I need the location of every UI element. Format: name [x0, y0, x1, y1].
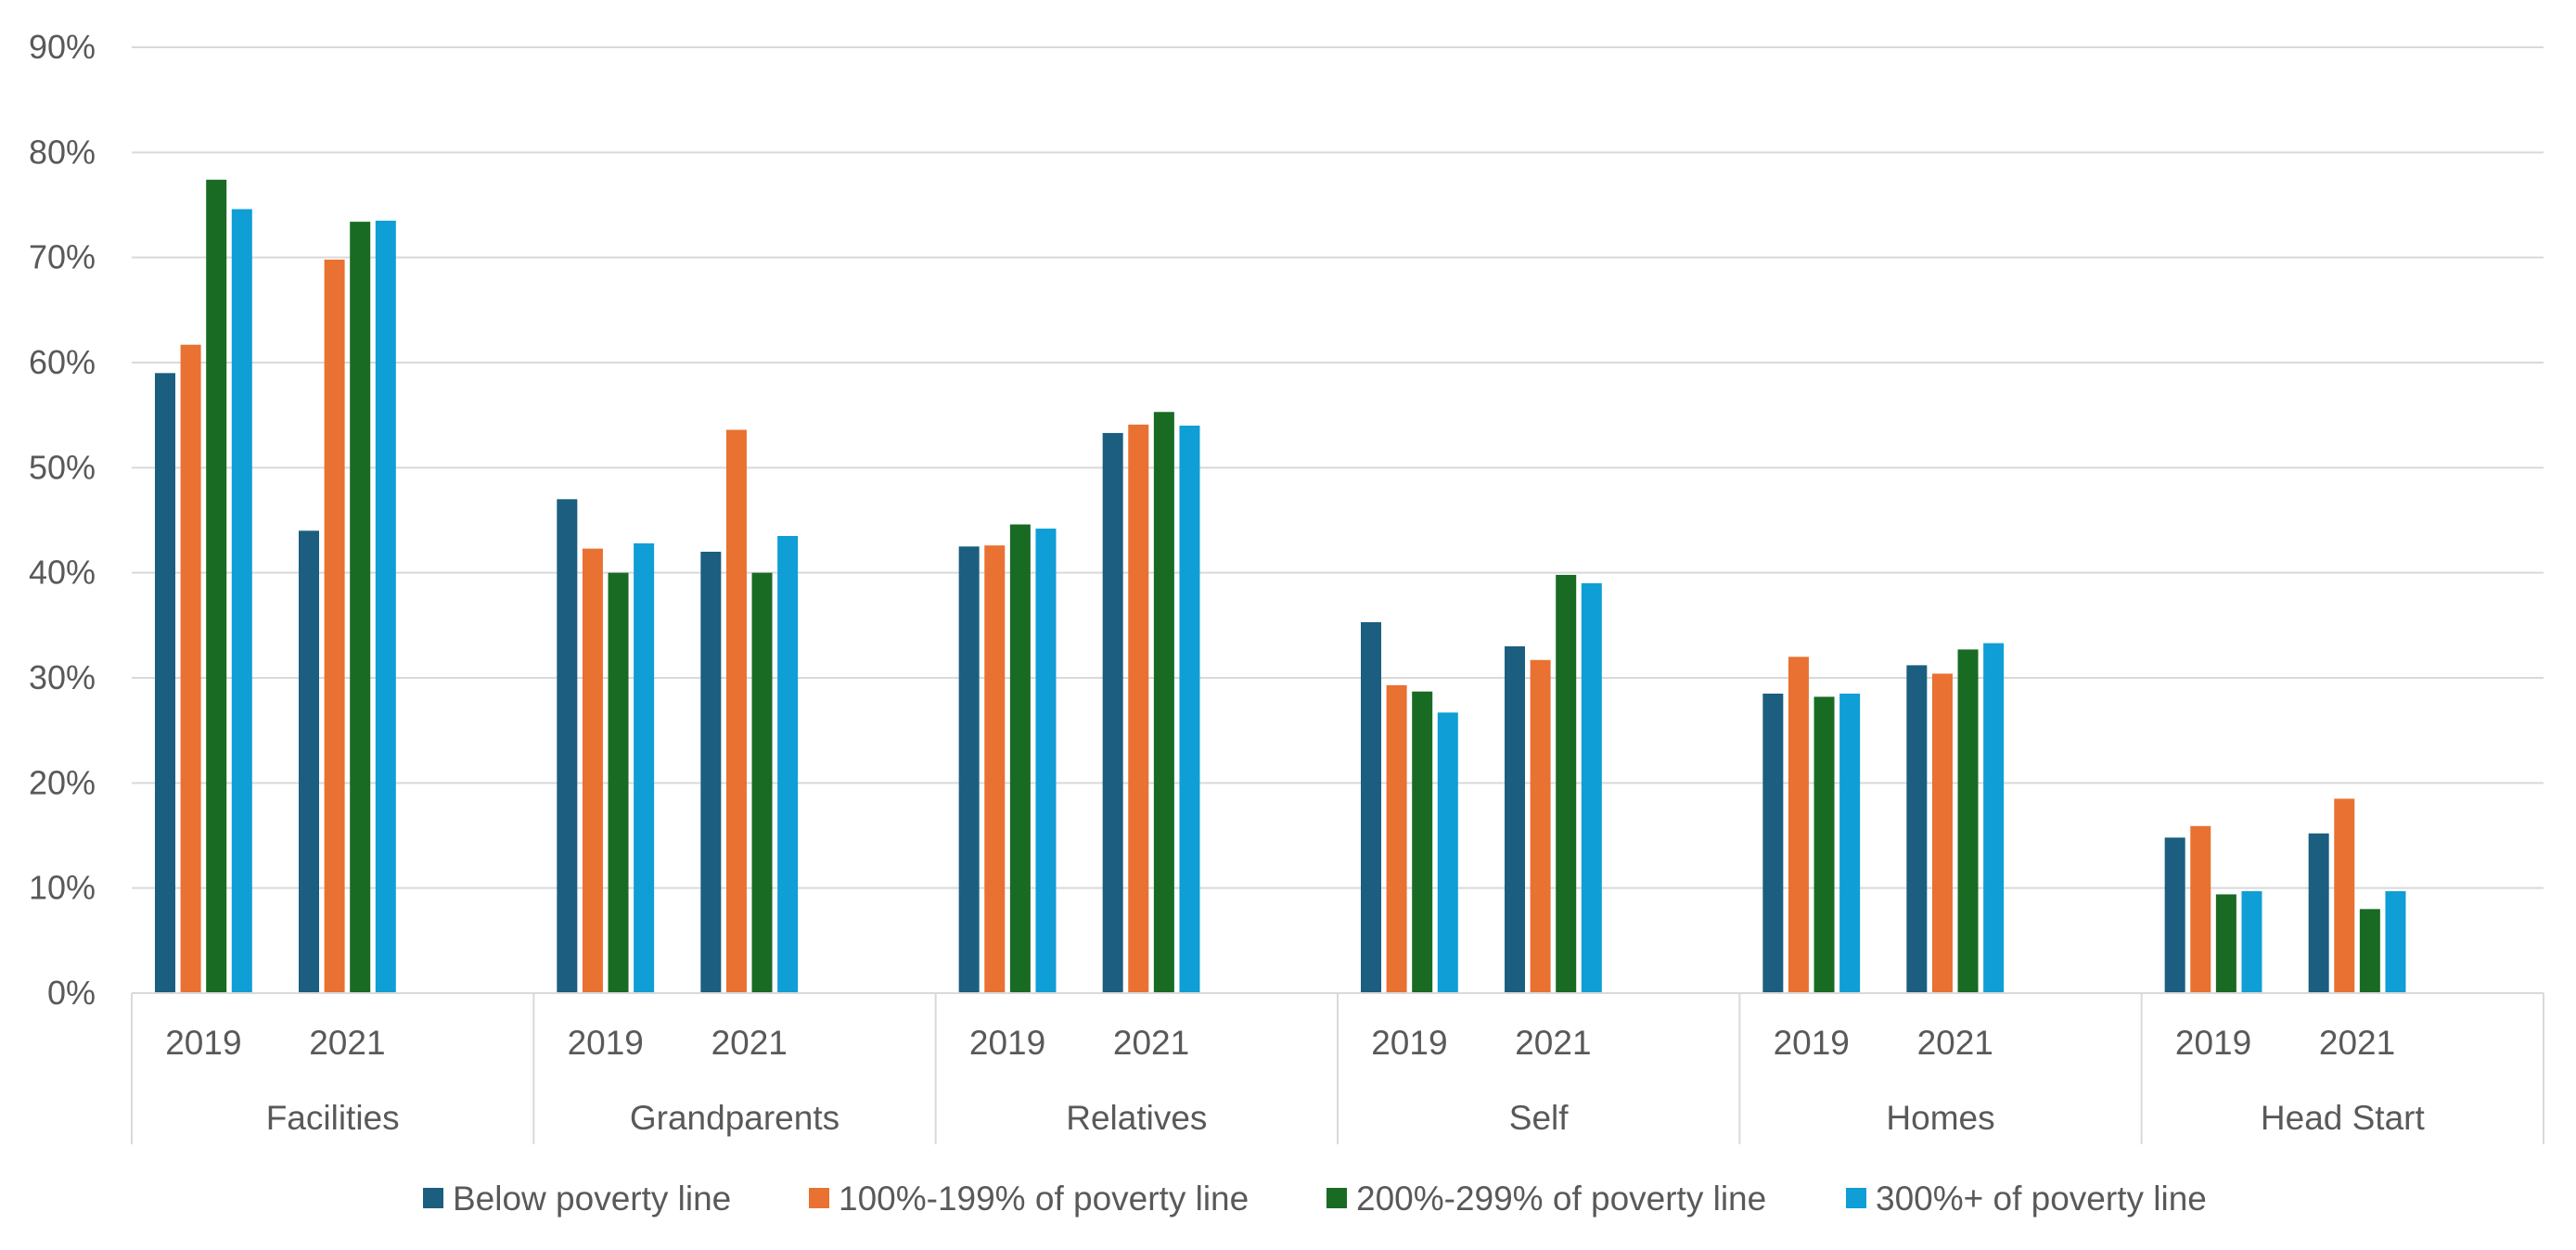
bar-homes-2019-series-1 — [1788, 657, 1809, 993]
bar-self-2021-series-2 — [1556, 574, 1577, 993]
x-group-label: Grandparents — [630, 1099, 839, 1137]
legend-label: 100%-199% of poverty line — [839, 1180, 1249, 1218]
bar-self-2019-series-0 — [1361, 621, 1381, 993]
bar-head-start-2019-series-0 — [2164, 837, 2185, 993]
y-tick-label: 60% — [29, 343, 96, 381]
bar-head-start-2021-series-2 — [2359, 909, 2380, 993]
bar-relatives-2021-series-2 — [1153, 412, 1174, 993]
y-axis: 0% 10% 20% 30% 40% 50% 60% 70% 80% 90% — [29, 28, 96, 1012]
y-tick-label: 70% — [29, 238, 96, 276]
bar-facilities-2021-series-2 — [350, 222, 371, 994]
bar-grandparents-2021-series-2 — [751, 572, 773, 993]
bar-grandparents-2021-series-3 — [777, 536, 799, 993]
bar-homes-2021-series-0 — [1906, 665, 1928, 993]
bar-grandparents-2019-series-1 — [582, 548, 603, 993]
bar-facilities-2019-series-0 — [155, 373, 175, 993]
bar-head-start-2019-series-2 — [2215, 894, 2236, 993]
bar-facilities-2021-series-0 — [299, 530, 319, 993]
y-tick-label: 90% — [29, 28, 96, 66]
bar-homes-2019-series-2 — [1813, 696, 1835, 993]
x-axis: 2019 2021 Facilities 2019 2021 Grandparents 20… — [131, 992, 2544, 1144]
y-tick-label: 30% — [29, 658, 96, 696]
bar-relatives-2021-series-1 — [1128, 424, 1149, 993]
bar-self-2019-series-3 — [1437, 712, 1458, 993]
legend-label: 200%-299% of poverty line — [1356, 1180, 1766, 1218]
y-tick-label: 10% — [29, 869, 96, 907]
bar-grandparents-2021-series-1 — [725, 429, 747, 993]
bar-self-2021-series-1 — [1530, 659, 1551, 993]
bar-facilities-2019-series-3 — [231, 209, 252, 994]
x-year-label: 2019 — [165, 1024, 241, 1062]
bar-facilities-2019-series-1 — [180, 344, 201, 993]
bar-grandparents-2021-series-0 — [700, 552, 722, 993]
bar-relatives-2019-series-1 — [984, 545, 1006, 993]
gridlines — [132, 46, 2544, 889]
bar-facilities-2019-series-2 — [206, 179, 227, 994]
y-tick-label: 50% — [29, 448, 96, 486]
bar-homes-2019-series-0 — [1762, 694, 1784, 993]
x-group-label: Head Start — [2261, 1099, 2426, 1137]
bar-homes-2021-series-2 — [1957, 649, 1979, 993]
bar-relatives-2019-series-2 — [1009, 524, 1031, 993]
bar-homes-2021-series-3 — [1983, 643, 2005, 993]
x-group-label: Facilities — [266, 1099, 400, 1137]
x-year-label: 2019 — [2175, 1024, 2251, 1062]
bar-grandparents-2019-series-3 — [634, 542, 655, 993]
x-year-label: 2021 — [1515, 1024, 1591, 1062]
legend-label: Below poverty line — [453, 1180, 731, 1218]
x-group-label: Relatives — [1066, 1099, 1207, 1137]
y-tick-label: 20% — [29, 763, 96, 801]
bar-self-2019-series-2 — [1412, 691, 1433, 993]
bars — [155, 179, 2406, 994]
bar-grandparents-2019-series-2 — [608, 572, 629, 993]
bar-relatives-2021-series-3 — [1179, 426, 1200, 993]
x-group-label: Self — [1509, 1099, 1569, 1137]
bar-head-start-2019-series-1 — [2190, 825, 2211, 993]
bar-head-start-2019-series-3 — [2241, 891, 2262, 993]
x-year-label: 2021 — [309, 1024, 385, 1062]
x-year-label: 2021 — [711, 1024, 788, 1062]
bar-self-2021-series-3 — [1581, 583, 1602, 993]
legend: Below poverty line 100%-199% of poverty l… — [423, 1180, 2207, 1218]
bar-self-2021-series-0 — [1505, 646, 1525, 993]
bar-grandparents-2019-series-0 — [557, 499, 578, 993]
x-year-label: 2021 — [2319, 1024, 2395, 1062]
bar-relatives-2019-series-0 — [958, 546, 980, 993]
x-year-label: 2021 — [1917, 1024, 1993, 1062]
x-year-label: 2019 — [568, 1024, 644, 1062]
bar-relatives-2021-series-0 — [1102, 432, 1123, 993]
legend-label: 300%+ of poverty line — [1876, 1180, 2207, 1218]
bar-homes-2019-series-3 — [1839, 694, 1861, 993]
bar-head-start-2021-series-0 — [2308, 833, 2329, 993]
x-year-label: 2019 — [1371, 1024, 1447, 1062]
y-tick-label: 0% — [47, 974, 96, 1012]
x-group-label: Homes — [1886, 1099, 1994, 1137]
legend-swatch — [1846, 1188, 1866, 1208]
y-tick-label: 40% — [29, 554, 96, 592]
legend-swatch — [1326, 1188, 1347, 1208]
y-tick-label: 80% — [29, 133, 96, 171]
x-year-label: 2021 — [1113, 1024, 1189, 1062]
bar-facilities-2021-series-3 — [375, 221, 396, 993]
legend-swatch — [423, 1188, 443, 1208]
x-year-label: 2019 — [1774, 1024, 1850, 1062]
legend-swatch — [809, 1188, 829, 1208]
bar-facilities-2021-series-1 — [324, 259, 345, 993]
bar-head-start-2021-series-3 — [2385, 891, 2406, 993]
bar-self-2019-series-1 — [1386, 684, 1407, 993]
bar-head-start-2021-series-1 — [2334, 798, 2355, 993]
x-year-label: 2019 — [969, 1024, 1045, 1062]
bar-relatives-2019-series-3 — [1035, 529, 1057, 993]
bar-homes-2021-series-1 — [1931, 673, 1953, 993]
